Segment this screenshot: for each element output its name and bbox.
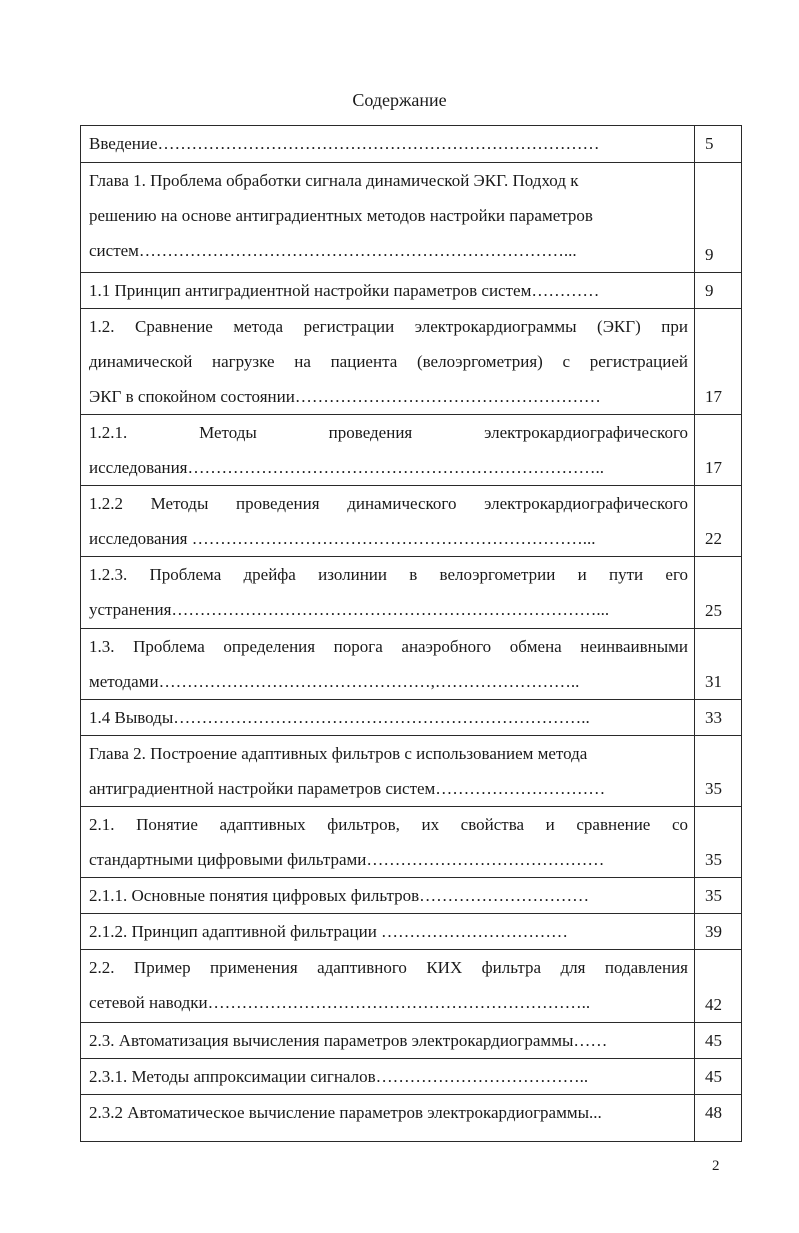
toc-page-number: 33 [705, 708, 722, 727]
toc-entry-page: 17 [694, 308, 742, 415]
toc-entry-page: 35 [694, 877, 742, 914]
toc-entry-line: динамической нагрузке на пациента (велоэ… [89, 352, 688, 371]
toc-entry-line: 2.3. Автоматизация вычисления параметров… [89, 1031, 608, 1050]
toc-entry: 1.2. Сравнение метода регистрации электр… [80, 308, 742, 415]
toc-entry-title: Глава 2. Построение адаптивных фильтров … [80, 735, 695, 807]
toc-entry-line: 1.1 Принцип антиградиентной настройки па… [89, 281, 600, 300]
toc-entry-title: Глава 1. Проблема обработки сигнала дина… [80, 162, 695, 273]
toc-entry-title: 1.1 Принцип антиградиентной настройки па… [80, 272, 695, 309]
toc-entry-title: 2.2. Пример применения адаптивного КИХ ф… [80, 949, 695, 1023]
toc-entry-title: 2.3. Автоматизация вычисления параметров… [80, 1022, 695, 1059]
page-number: 2 [712, 1158, 720, 1174]
toc-entry-line: устранения…………………………………………………………………... [89, 600, 610, 619]
toc-entry-page: 33 [694, 699, 742, 736]
toc-entry: 2.3.1. Методы аппроксимации сигналов…………… [80, 1058, 742, 1095]
toc-entry-page: 45 [694, 1022, 742, 1059]
toc-page-number: 42 [705, 995, 722, 1014]
toc-entry-page: 48 [694, 1094, 742, 1142]
toc-page-number: 31 [705, 672, 722, 691]
toc-entry: 2.1. Понятие адаптивных фильтров, их сво… [80, 806, 742, 878]
toc-page-number: 25 [705, 601, 722, 620]
toc-entry-title: 2.3.1. Методы аппроксимации сигналов…………… [80, 1058, 695, 1095]
toc-entry-line: 1.2.1. Методы проведения электрокардиогр… [89, 423, 688, 442]
toc-entry-page: 45 [694, 1058, 742, 1095]
toc-entry-line: Глава 1. Проблема обработки сигнала дина… [89, 171, 579, 190]
toc-entry: 1.3. Проблема определения порога анаэроб… [80, 628, 742, 700]
toc-entry: 2.3.2 Автоматическое вычисление параметр… [80, 1094, 742, 1142]
toc-page-number: 17 [705, 387, 722, 406]
toc-entry-line: ЭКГ в спокойном состоянии………………………………………… [89, 387, 601, 406]
toc-entry-line: исследования……………………………………………………………….. [89, 458, 605, 477]
toc-entry-title: 1.4 Выводы……………………………………………………………….. [80, 699, 695, 736]
toc-entry-line: исследования ……………………………………………………………... [89, 529, 596, 548]
toc-page-number: 45 [705, 1031, 722, 1050]
toc-entry-line: 2.1. Понятие адаптивных фильтров, их сво… [89, 815, 688, 834]
toc-entry-page: 42 [694, 949, 742, 1023]
toc-entry-page: 35 [694, 735, 742, 807]
toc-entry-title: 2.1. Понятие адаптивных фильтров, их сво… [80, 806, 695, 878]
toc-entry-line: 2.3.2 Автоматическое вычисление параметр… [89, 1103, 602, 1122]
toc-entry: 1.4 Выводы……………………………………………………………….. 33 [80, 699, 742, 736]
toc-entry-line: сетевой наводки………………………………………………………….. [89, 993, 591, 1012]
toc-entry-line: решению на основе антиградиентных методо… [89, 206, 593, 225]
toc-entry-line: 2.2. Пример применения адаптивного КИХ ф… [89, 958, 688, 977]
toc-entry: 2.1.1. Основные понятия цифровых фильтро… [80, 877, 742, 914]
toc-page-number: 35 [705, 886, 722, 905]
toc-page-number: 5 [705, 134, 714, 153]
toc-entry-title: 2.1.2. Принцип адаптивной фильтрации ………… [80, 913, 695, 950]
toc-entry-title: 1.2.3. Проблема дрейфа изолинии в велоэр… [80, 556, 695, 629]
toc-entry-title: 1.2. Сравнение метода регистрации электр… [80, 308, 695, 415]
toc-entry-page: 9 [694, 272, 742, 309]
toc-entry-line: систем…………………………………………………………………... [89, 241, 577, 260]
toc-entry-line: Введение…………………………………………………………………… [89, 134, 600, 153]
toc-entry-title: 1.2.2 Методы проведения динамического эл… [80, 485, 695, 557]
toc-entry-line: 1.4 Выводы……………………………………………………………….. [89, 708, 590, 727]
toc-entry-title: Введение…………………………………………………………………… [80, 125, 695, 163]
toc-page-number: 45 [705, 1067, 722, 1086]
toc-entry-line: 1.2.2 Методы проведения динамического эл… [89, 494, 688, 513]
toc-entry: 1.2.1. Методы проведения электрокардиогр… [80, 414, 742, 486]
toc-entry-line: стандартными цифровыми фильтрами……………………… [89, 850, 605, 869]
toc-page-number: 35 [705, 850, 722, 869]
toc-entry-page: 35 [694, 806, 742, 878]
toc-entry-line: методами…………………………………………,…………………….. [89, 672, 580, 691]
toc-entry-page: 5 [694, 125, 742, 163]
toc-entry-line: 2.1.1. Основные понятия цифровых фильтро… [89, 886, 590, 905]
toc-entry-line: 1.2.3. Проблема дрейфа изолинии в велоэр… [89, 565, 688, 584]
toc-page-number: 17 [705, 458, 722, 477]
toc-entry-line: 1.2. Сравнение метода регистрации электр… [89, 317, 688, 336]
toc-entry-title: 1.2.1. Методы проведения электрокардиогр… [80, 414, 695, 486]
toc-entry: Введение…………………………………………………………………… 5 [80, 125, 742, 163]
toc-entry-page: 39 [694, 913, 742, 950]
toc-page-number: 9 [705, 281, 714, 300]
toc-entry-page: 9 [694, 162, 742, 273]
toc-entry: 1.1 Принцип антиградиентной настройки па… [80, 272, 742, 309]
toc-entry-page: 25 [694, 556, 742, 629]
toc-page-number: 39 [705, 922, 722, 941]
toc-entry-page: 31 [694, 628, 742, 700]
toc-entry-line: антиградиентной настройки параметров сис… [89, 779, 606, 798]
toc-page-number: 48 [705, 1103, 722, 1122]
toc-entry: 2.1.2. Принцип адаптивной фильтрации ………… [80, 913, 742, 950]
toc-entry-page: 17 [694, 414, 742, 486]
toc-entry-title: 2.3.2 Автоматическое вычисление параметр… [80, 1094, 695, 1142]
toc-entry-title: 1.3. Проблема определения порога анаэроб… [80, 628, 695, 700]
toc-entry: 2.3. Автоматизация вычисления параметров… [80, 1022, 742, 1059]
toc-entry-line: 2.3.1. Методы аппроксимации сигналов…………… [89, 1067, 589, 1086]
toc-page-number: 9 [705, 245, 714, 264]
toc-entry: 1.2.2 Методы проведения динамического эл… [80, 485, 742, 557]
toc-entry-title: 2.1.1. Основные понятия цифровых фильтро… [80, 877, 695, 914]
toc-entry: 2.2. Пример применения адаптивного КИХ ф… [80, 949, 742, 1023]
toc-entry-line: 2.1.2. Принцип адаптивной фильтрации ………… [89, 922, 569, 941]
toc-entry: Глава 2. Построение адаптивных фильтров … [80, 735, 742, 807]
toc-page-number: 35 [705, 779, 722, 798]
toc-page-number: 22 [705, 529, 722, 548]
toc-entry-page: 22 [694, 485, 742, 557]
table-of-contents: Введение…………………………………………………………………… 5 Глава… [80, 125, 742, 1142]
toc-entry-line: Глава 2. Построение адаптивных фильтров … [89, 744, 588, 763]
toc-entry: 1.2.3. Проблема дрейфа изолинии в велоэр… [80, 556, 742, 629]
toc-entry: Глава 1. Проблема обработки сигнала дина… [80, 162, 742, 273]
toc-entry-line: 1.3. Проблема определения порога анаэроб… [89, 637, 688, 656]
document-title: Содержание [352, 90, 447, 110]
